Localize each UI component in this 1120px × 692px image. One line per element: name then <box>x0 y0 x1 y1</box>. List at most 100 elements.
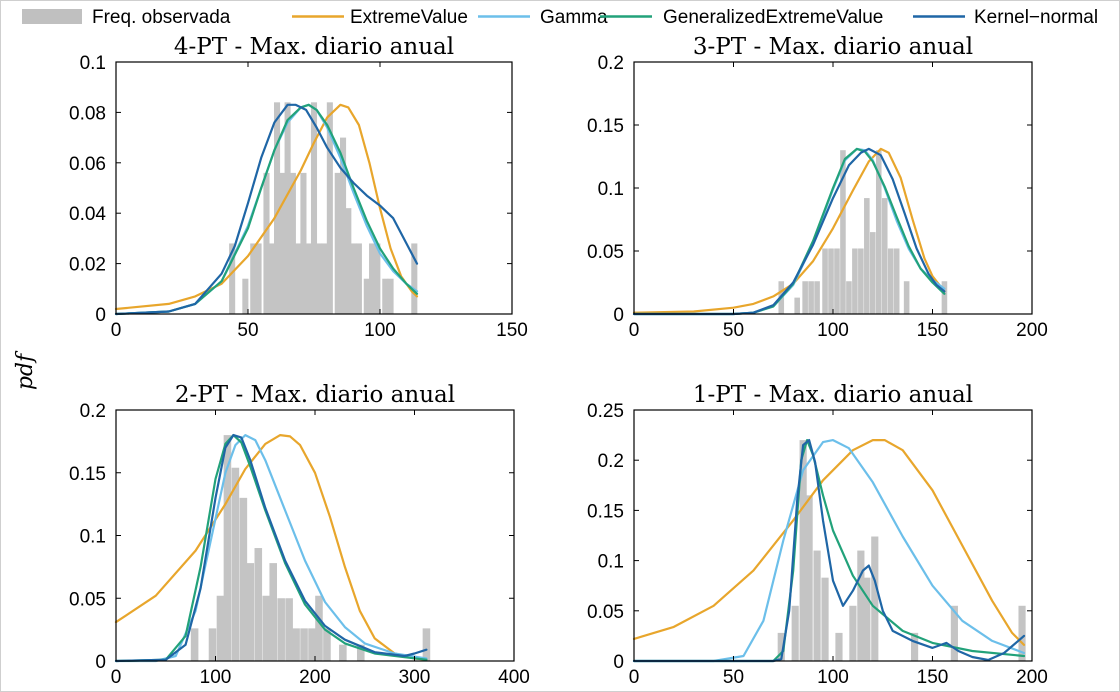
x-tick-label: 200 <box>1016 320 1048 341</box>
legend-label-2: ExtremeValue <box>350 7 468 28</box>
hist-bar <box>326 102 333 314</box>
hist-bar <box>802 281 808 314</box>
series-line-extremevalue <box>632 439 1026 647</box>
panel-title: 2-PT - Max. diario anual <box>175 382 455 408</box>
hist-bar <box>216 595 225 661</box>
hist-bar <box>255 243 262 314</box>
legend-item-4: GeneralizedExtremeValue <box>600 7 883 28</box>
y-axis-label: pdf <box>13 350 38 390</box>
hist-bar <box>254 548 263 661</box>
hist-bar <box>821 577 829 661</box>
histogram-2 <box>778 150 948 314</box>
hist-bar <box>323 628 331 661</box>
series-line-generalizedextremevalue <box>114 103 419 316</box>
x-tick-label: 100 <box>817 667 849 688</box>
y-tick-label: 0.15 <box>587 501 624 522</box>
hist-bar <box>231 467 240 661</box>
hist-bar <box>208 628 217 661</box>
y-tick-label: 0 <box>95 305 106 326</box>
y-tick-label: 0.06 <box>69 154 106 175</box>
legend-label-1: Freq. observada <box>92 7 231 28</box>
hist-bar <box>857 550 865 661</box>
hist-bar <box>292 628 300 661</box>
x-tick-label: 150 <box>917 667 949 688</box>
hist-bar <box>374 243 381 314</box>
x-tick-label: 200 <box>1016 667 1048 688</box>
hist-bar <box>355 243 362 314</box>
hist-bar <box>190 628 199 661</box>
hist-bar <box>791 605 799 661</box>
y-tick-label: 0.2 <box>598 451 624 472</box>
hist-bar <box>805 495 813 661</box>
legend-label-4: GeneralizedExtremeValue <box>663 7 883 28</box>
histogram-4 <box>777 440 1026 661</box>
hist-bar <box>849 605 857 661</box>
hist-bar <box>858 248 864 314</box>
hist-bar <box>813 550 821 661</box>
hist-bar <box>300 172 307 314</box>
legend-item-5: Kernel−normal <box>913 7 1098 28</box>
y-tick-label: 0 <box>613 652 624 673</box>
y-tick-label: 0.2 <box>80 401 106 422</box>
x-tick-label: 150 <box>496 320 528 341</box>
hist-bar <box>268 243 275 314</box>
hist-bar <box>911 632 919 661</box>
hist-bar <box>279 172 286 314</box>
hist-bar <box>411 243 418 314</box>
hist-bar <box>794 297 800 314</box>
hist-bar <box>881 198 888 314</box>
hist-bar <box>277 598 285 661</box>
hist-bar <box>871 536 879 661</box>
x-tick-label: 0 <box>111 320 122 341</box>
hist-bar <box>295 243 302 314</box>
series-line-kernel-normal <box>632 147 946 316</box>
x-tick-label: 100 <box>200 667 232 688</box>
panel-title: 1-PT - Max. diario anual <box>693 382 973 408</box>
series-line-kernel-normal <box>114 103 419 316</box>
x-tick-label: 150 <box>917 320 949 341</box>
hist-bar <box>246 563 255 661</box>
panel-title: 4-PT - Max. diario anual <box>174 34 454 60</box>
histogram-3 <box>190 435 431 661</box>
hist-bar <box>345 208 352 314</box>
hist-bar <box>321 243 328 314</box>
legend-item-1: Freq. observada <box>22 7 231 28</box>
hist-bar <box>863 577 871 661</box>
hist-bar <box>835 632 843 661</box>
hist-bar <box>274 102 281 314</box>
panel-2: 0 50 100 150 200 0 0.05 0.1 0.15 0.2 3-PT - Max. d… <box>587 34 1048 341</box>
y-tick-label: 0.08 <box>69 103 106 124</box>
panel-1: 0 50 100 150 0 0.02 0.04 0.06 0.08 0.1 4-PT - Max.… <box>69 34 528 341</box>
hist-bar <box>316 243 323 314</box>
hist-bar <box>834 248 840 314</box>
series-line-kernel-normal <box>114 434 428 663</box>
x-tick-label: 200 <box>299 667 331 688</box>
y-tick-label: 0.25 <box>587 401 624 422</box>
hist-bar <box>242 278 249 314</box>
hist-bar <box>339 644 347 661</box>
hist-bar <box>284 102 291 314</box>
hist-bar <box>239 497 248 661</box>
hist-bar <box>350 243 357 314</box>
y-tick-label: 0 <box>613 305 624 326</box>
hist-bar <box>300 628 308 661</box>
y-tick-label: 0.1 <box>80 53 106 74</box>
hist-bar <box>822 248 828 314</box>
legend-label-5: Kernel−normal <box>974 7 1098 28</box>
legend: Freq. observada ExtremeValue Gamma Generali… <box>22 7 1098 28</box>
hist-bar <box>840 150 846 314</box>
hist-bar <box>1018 605 1026 661</box>
hist-bar <box>315 595 323 661</box>
hist-bar <box>356 644 365 661</box>
hist-bar <box>369 243 376 314</box>
hist-bar <box>887 248 894 314</box>
x-tick-label: 0 <box>111 667 122 688</box>
hist-bar <box>334 172 341 314</box>
y-tick-label: 0.15 <box>69 464 106 485</box>
x-tick-label: 50 <box>723 667 744 688</box>
panel-title: 3-PT - Max. diario anual <box>693 34 973 60</box>
y-tick-label: 0.1 <box>598 552 624 573</box>
hist-bar <box>870 232 876 314</box>
hist-bar <box>777 632 785 661</box>
